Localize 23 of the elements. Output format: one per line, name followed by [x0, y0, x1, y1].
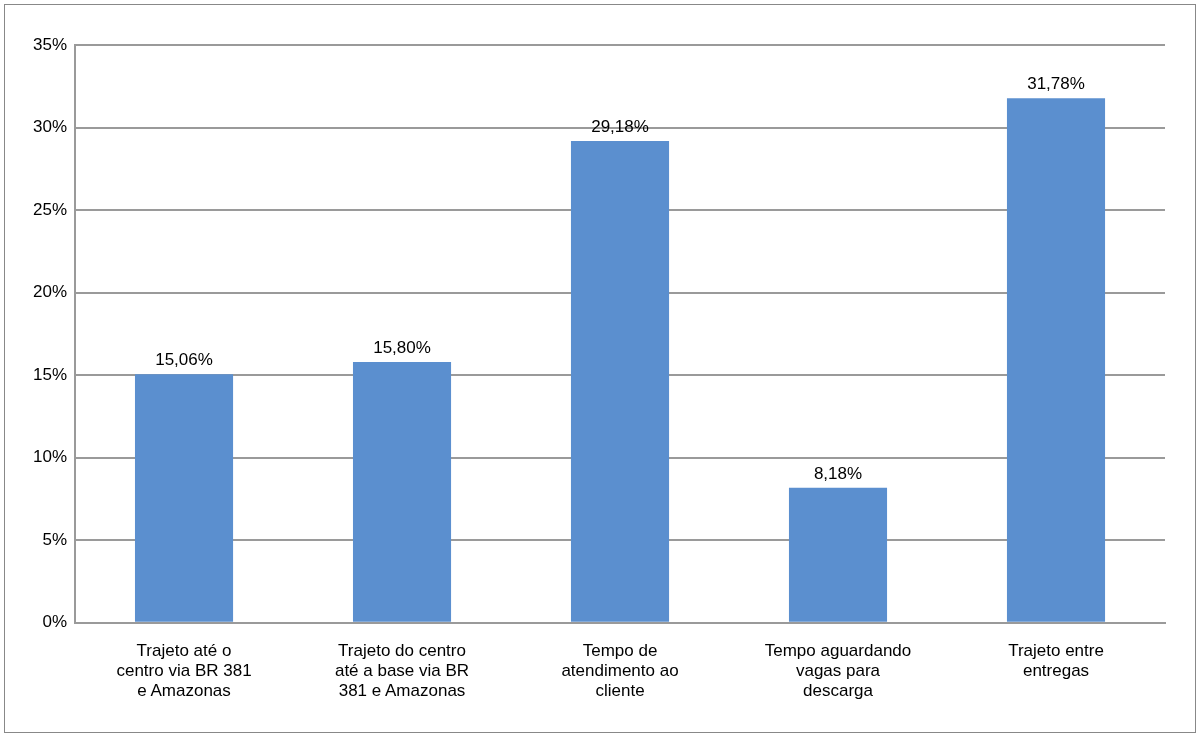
y-tick-label: 15% — [32, 364, 68, 384]
y-tick-label: 0% — [42, 612, 68, 632]
y-tick-label: 5% — [42, 529, 68, 549]
y-tick-label: 25% — [32, 199, 68, 219]
x-tick-label: Tempo aguardando vagas para descarga — [764, 640, 912, 701]
bar — [788, 487, 888, 622]
bar — [134, 374, 234, 622]
y-tick-label: 10% — [32, 447, 68, 467]
y-tick-label: 35% — [32, 34, 68, 54]
data-label: 15,80% — [373, 338, 431, 358]
bar — [1006, 98, 1106, 622]
data-label: 31,78% — [1027, 74, 1085, 94]
x-tick-label: Tempo de atendimento ao cliente — [561, 640, 679, 701]
bar — [352, 361, 452, 622]
x-tick-label: Trajeto do centro até a base via BR 381 e Amazonas — [334, 640, 470, 701]
data-label: 15,06% — [155, 350, 213, 370]
y-tick-label: 30% — [32, 117, 68, 137]
data-label: 29,18% — [591, 117, 649, 137]
data-label: 8,18% — [813, 463, 863, 483]
x-tick-label: Trajeto até o centro via BR 381 e Amazonas — [116, 640, 252, 701]
x-tick-label: Trajeto entre entregas — [1008, 640, 1104, 681]
y-tick-label: 20% — [32, 282, 68, 302]
bar — [570, 141, 670, 622]
